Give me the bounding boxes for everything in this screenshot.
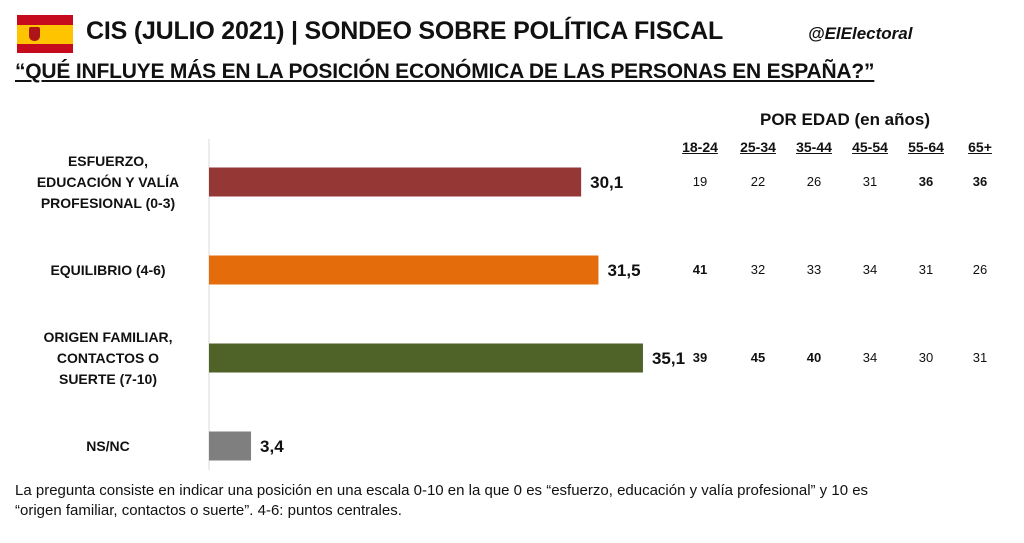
age-table-cell: 34: [862, 350, 878, 365]
category-label-line: ESFUERZO,: [67, 152, 149, 169]
category-label-line: EQUILIBRIO (4-6): [50, 261, 166, 278]
bar-value-label-2: 35,1: [652, 349, 685, 368]
category-label-line: EDUCACIÓN Y VALÍA: [36, 173, 180, 190]
source-handle: @ElElectoral: [808, 24, 913, 43]
age-table-cell: 26: [806, 174, 822, 189]
age-table-title: POR EDAD (en años): [760, 110, 931, 129]
age-column-header: 18-24: [682, 139, 718, 155]
age-table-cell: 26: [972, 262, 988, 277]
age-column-header: 25-34: [740, 139, 776, 155]
age-table-cell: 30: [918, 350, 934, 365]
age-table-cell: 39: [692, 350, 708, 365]
category-label-line: NS/NC: [86, 437, 130, 454]
age-table-cell: 31: [918, 262, 934, 277]
age-table-cell: 34: [862, 262, 878, 277]
category-label-3: NS/NC: [18, 436, 198, 457]
bar-0: [209, 167, 582, 197]
age-column-header: 35-44: [796, 139, 832, 155]
spain-flag-icon: [17, 15, 73, 53]
category-label-1: EQUILIBRIO (4-6): [18, 260, 198, 281]
bar-value-label-1: 31,5: [607, 261, 640, 280]
bar-1: [209, 255, 599, 285]
age-table-cell: 41: [692, 262, 708, 277]
category-label-0: ESFUERZO, EDUCACIÓN Y VALÍA PROFESIONAL (0…: [18, 151, 198, 214]
bar-3: [209, 431, 252, 461]
category-label-line: SUERTE (7-10): [58, 370, 158, 387]
age-table-cell: 19: [692, 174, 708, 189]
category-label-line: CONTACTOS O: [56, 349, 160, 366]
age-table-cell: 31: [862, 174, 878, 189]
age-column-header: 65+: [968, 139, 992, 155]
age-table-cell: 32: [750, 262, 766, 277]
age-table-cell: 33: [806, 262, 822, 277]
question-subtitle: “QUÉ INFLUYE MÁS EN LA POSICIÓN ECONÓMIC…: [15, 60, 875, 83]
age-table-cell: 31: [972, 350, 988, 365]
age-table-cell: 36: [918, 174, 934, 189]
bar-value-label-3: 3,4: [260, 437, 284, 456]
age-table-cell: 45: [750, 350, 766, 365]
chart-title: CIS (JULIO 2021) | SONDEO SOBRE POLÍTICA…: [86, 17, 724, 45]
category-label-line: ORIGEN FAMILIAR,: [43, 328, 173, 345]
age-table-cell: 40: [806, 350, 822, 365]
category-label-2: ORIGEN FAMILIAR, CONTACTOS O SUERTE (7-10): [18, 327, 198, 390]
category-label-line: PROFESIONAL (0-3): [40, 194, 176, 211]
footnote: La pregunta consiste en indicar una posi…: [15, 482, 869, 519]
bar-value-label-0: 30,1: [590, 173, 623, 192]
age-column-header: 45-54: [852, 139, 888, 155]
age-table-cell: 36: [972, 174, 988, 189]
bar-2: [209, 343, 643, 373]
age-table-cell: 22: [750, 174, 766, 189]
age-column-header: 55-64: [908, 139, 944, 155]
